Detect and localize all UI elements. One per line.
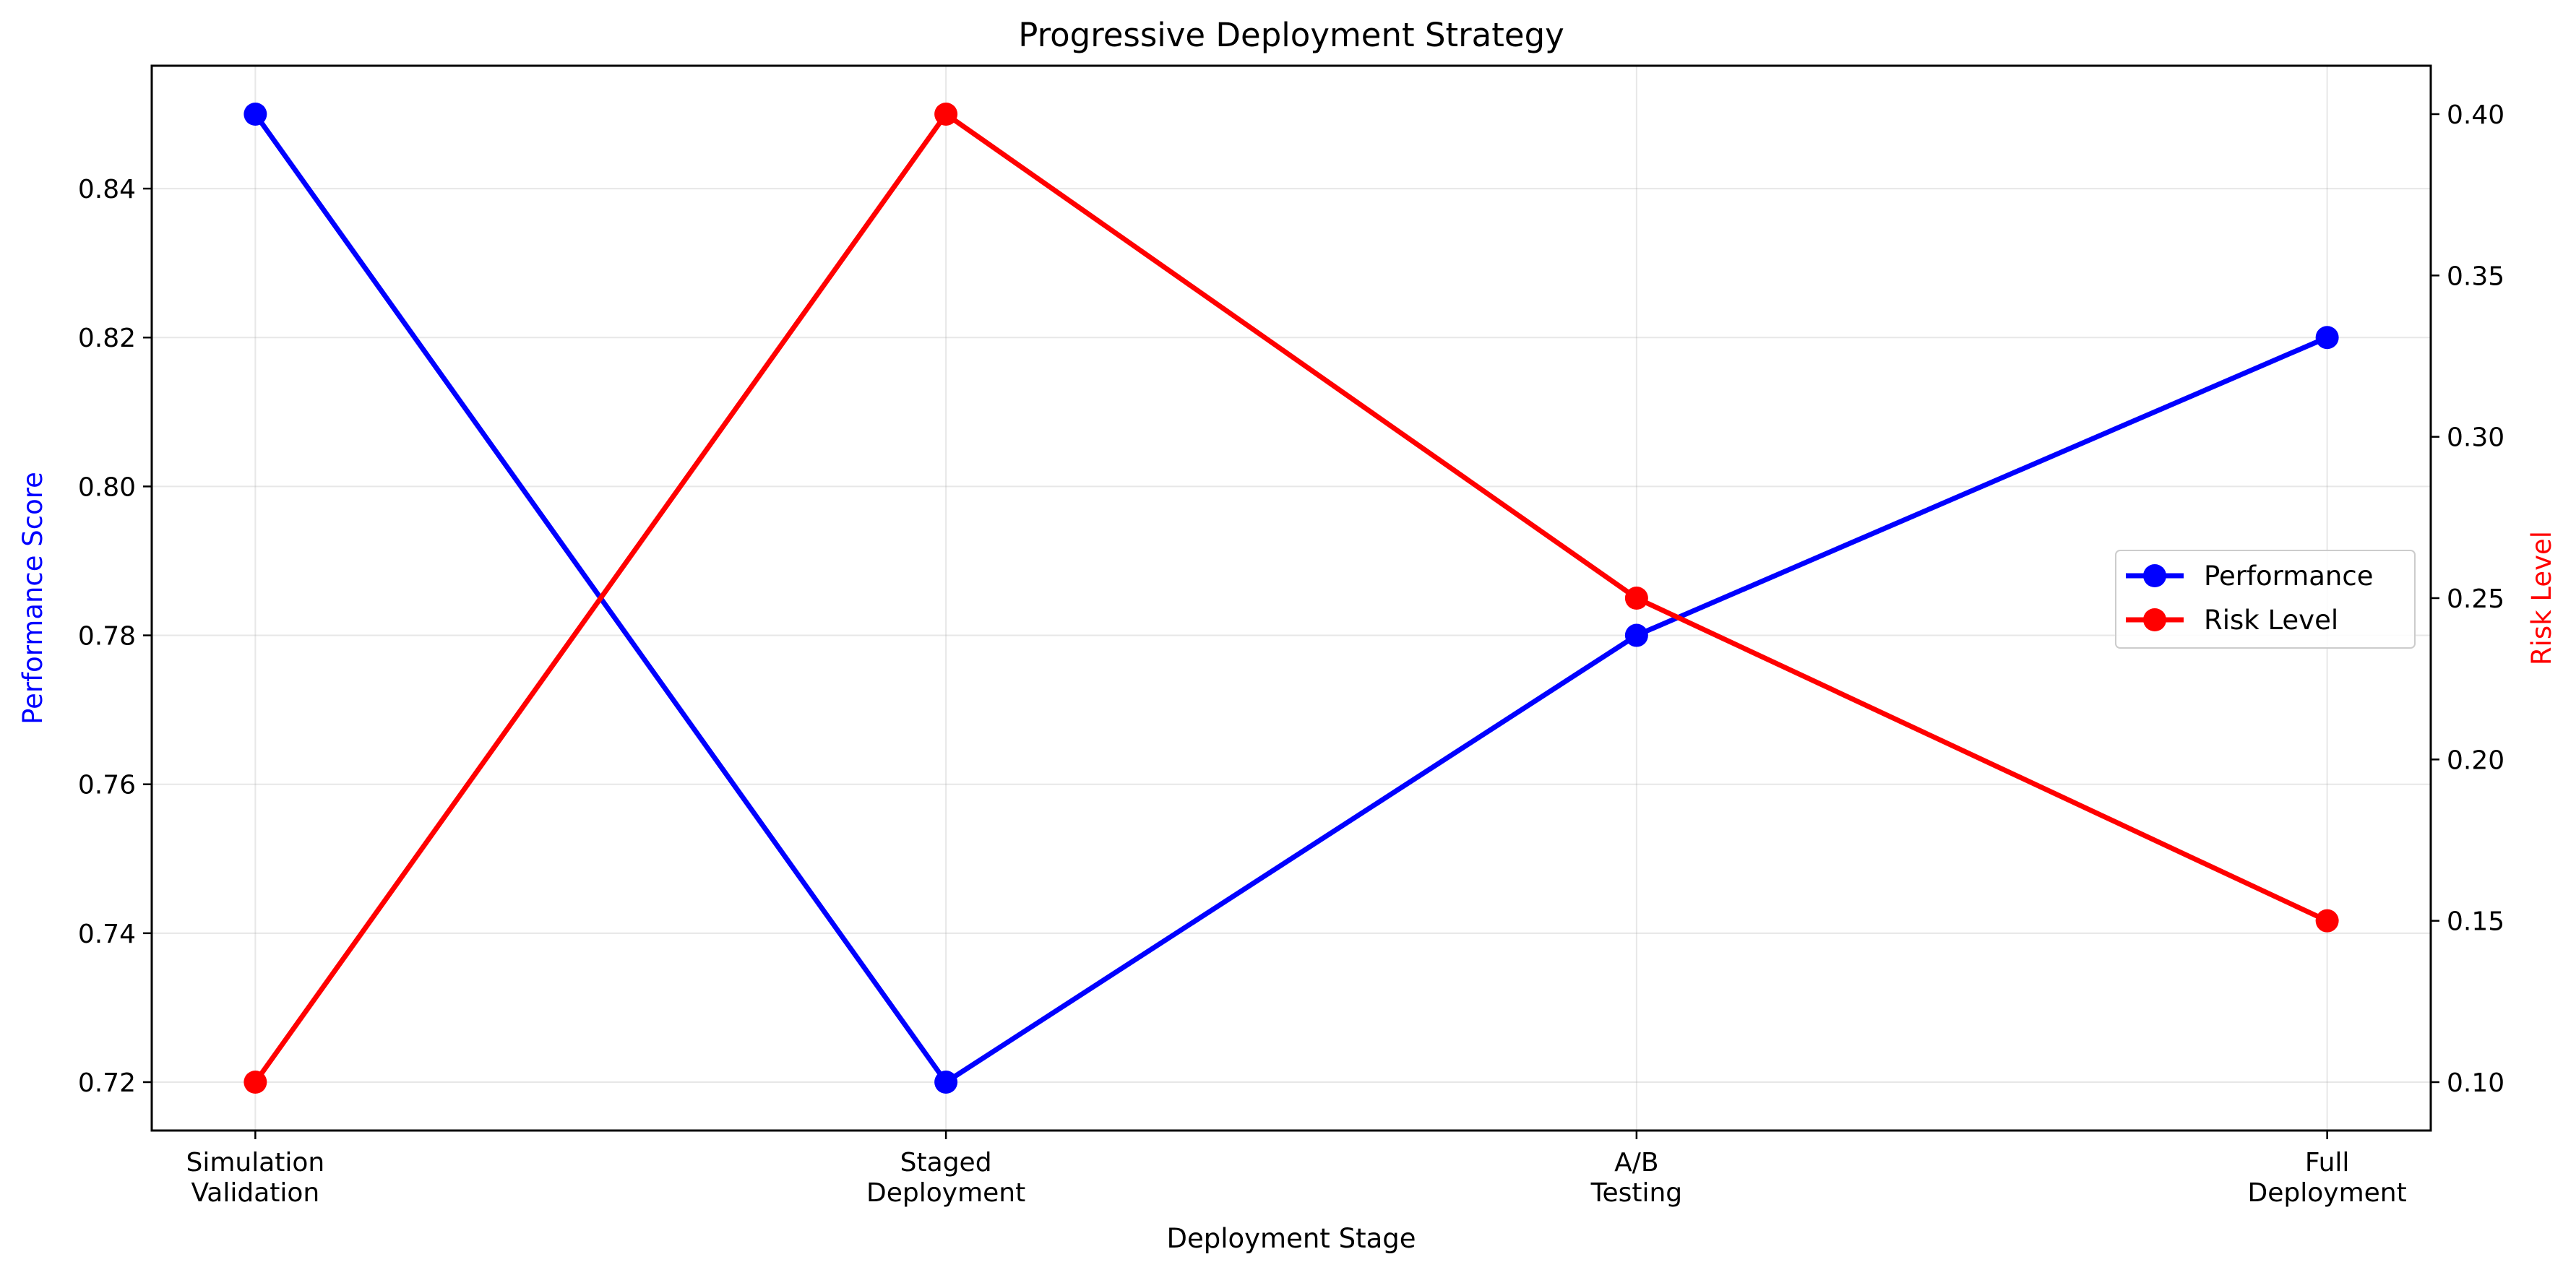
series-2	[244, 103, 2339, 1094]
y-left-tick-label: 0.84	[78, 175, 136, 204]
legend-label: Risk Level	[2204, 605, 2338, 636]
y-left-tick-label: 0.74	[78, 920, 136, 949]
series-layer	[244, 103, 2339, 1094]
y-right-tick-label: 0.20	[2447, 745, 2504, 775]
x-tick-label: A/B Testing	[1590, 1148, 1683, 1208]
data-point	[1624, 623, 1648, 647]
legend-box	[2115, 550, 2416, 649]
data-point	[934, 1071, 958, 1094]
legend-item: Risk Level	[2126, 605, 2338, 636]
legend: Performance Risk Level	[2115, 550, 2416, 649]
y-left-tick-label: 0.78	[78, 622, 136, 652]
x-tick-label: Simulation Validation	[186, 1148, 324, 1208]
x-axis-title: Deployment Stage	[1167, 1223, 1416, 1254]
y-left-tick-label: 0.80	[78, 472, 136, 502]
y-right-tick-label: 0.35	[2447, 262, 2504, 291]
data-point	[244, 103, 267, 126]
legend-marker	[2143, 564, 2166, 587]
data-point	[2315, 909, 2339, 933]
x-tick-label: Full Deployment	[2248, 1148, 2407, 1208]
y-right-tick-label: 0.15	[2447, 907, 2504, 937]
y-axis-right-title: Risk Level	[2526, 531, 2557, 665]
series-line	[253, 111, 2329, 1084]
legend-marker	[2143, 608, 2166, 631]
y-right-tick-label: 0.40	[2447, 100, 2504, 130]
y-left-tick-label: 0.76	[78, 771, 136, 800]
y-left-tick-label: 0.82	[78, 324, 136, 353]
y-axis-left-title: Performance Score	[17, 472, 48, 725]
legend-label: Performance	[2204, 561, 2373, 592]
y-right-tick-label: 0.25	[2447, 584, 2504, 614]
data-point	[1624, 587, 1648, 610]
y-right-tick-label: 0.30	[2447, 423, 2504, 453]
y-left-tick-label: 0.72	[78, 1068, 136, 1098]
legend-item: Performance	[2126, 561, 2373, 592]
data-point	[2315, 326, 2339, 350]
tick-layer: Simulation Validation Staged Deployment A/B T…	[78, 100, 2504, 1208]
y-right-tick-label: 0.10	[2447, 1068, 2504, 1098]
data-point	[934, 103, 958, 126]
x-tick-label: Staged Deployment	[866, 1148, 1025, 1208]
data-point	[244, 1071, 267, 1094]
chart-title: Progressive Deployment Strategy	[1018, 16, 1564, 54]
